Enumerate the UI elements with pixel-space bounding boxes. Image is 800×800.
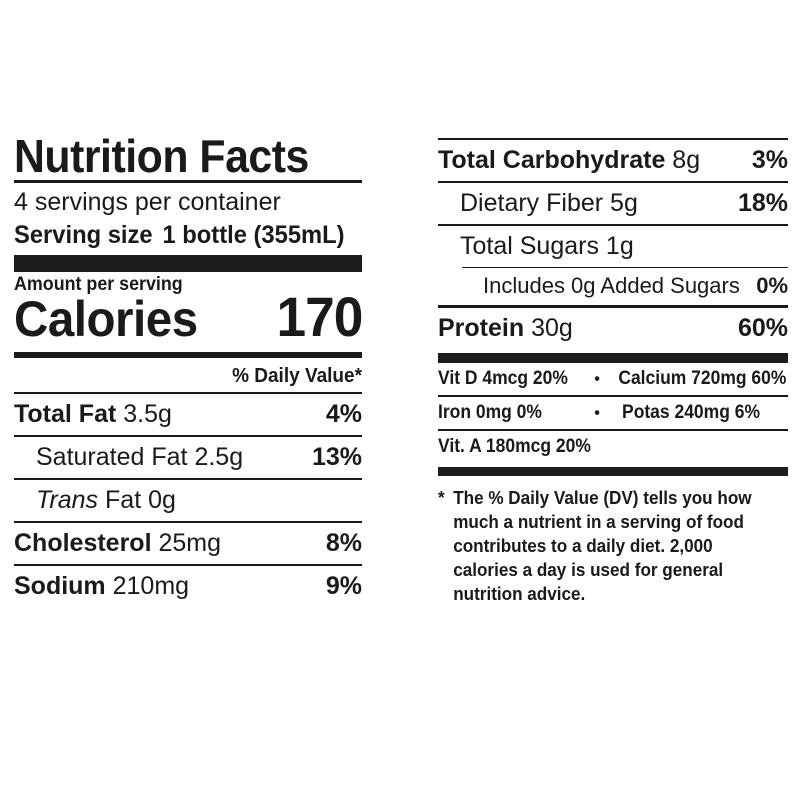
thick-bar-after-serving-size [14,255,362,272]
rule-row [438,224,788,226]
rule-row [438,305,788,308]
nutrient-name: Total Carbohydrate [438,146,666,174]
table-row-iron-potassium: Iron 0mg 0% • Potas 240mg 6% [438,397,760,429]
vitamin-left: Vit. A 180mcg 20% [438,436,591,457]
nutrient-dv: 0% [756,273,788,298]
vitamin-right: Potas 240mg 6% [622,402,760,423]
nutrient-dv: 3% [751,146,788,174]
table-row-total-sugars: Total Sugars 1g [438,226,788,267]
table-row-vitamin-d-calcium: Vit D 4mcg 20% • Calcium 720mg 60% [438,363,786,395]
footnote: * The % Daily Value (DV) tells you how m… [438,476,771,606]
page-title: Nutrition Facts [14,130,309,182]
nutrient-amount: 2.5g [194,443,244,471]
table-row-cholesterol: Cholesterol 25mg 8% [14,523,362,564]
rule-row [14,521,362,523]
footnote-text: The % Daily Value (DV) tells you how muc… [453,488,752,604]
nutrient-rows-left: Total Fat 3.5g 4% Saturated Fat 2.5g 13%… [14,394,362,607]
nutrient-amount: 8g [672,146,701,174]
rule-row [14,564,362,566]
nutrient-name: Protein [438,314,525,342]
nutrient-name: Total Sugars [460,232,599,260]
rule-row [14,478,362,480]
nutrient-dv: 13% [311,443,362,471]
table-row-vitamin-a: Vit. A 180mcg 20% [438,431,760,463]
table-row-saturated-fat: Saturated Fat 2.5g 13% [14,437,362,478]
vitamins-section: Vit D 4mcg 20% • Calcium 720mg 60% Iron … [438,363,788,463]
calories-value: 170 [276,285,363,348]
nutrient-dv: 9% [325,572,362,600]
rule-top-right-column [438,138,788,140]
nutrient-name: Sodium [14,572,106,600]
footnote-asterisk: * [438,488,445,508]
nutrient-name: Saturated Fat [36,443,188,471]
nutrient-amount: 5g [610,189,638,217]
table-row-total-fat: Total Fat 3.5g 4% [14,394,362,435]
bullet-separator-icon: • [594,403,600,422]
nutrient-name: Dietary Fiber [460,189,604,217]
serving-size-label: Serving size [14,221,153,249]
thick-bar-after-protein [438,353,788,363]
nutrition-right-column: Total Carbohydrate 8g 3% Dietary Fiber 5… [438,138,788,606]
rule-under-calories [14,352,362,358]
rule-under-dv-header [14,392,362,394]
nutrient-amount: 30g [531,314,573,342]
nutrient-name: Includes 0g Added Sugars [483,273,740,298]
daily-value-header: % Daily Value* [232,365,362,387]
table-row-total-carbohydrate: Total Carbohydrate 8g 3% [438,140,788,181]
rule-row-inset [462,267,788,268]
thick-bar-before-footnote [438,467,788,476]
amount-per-serving-label: Amount per serving [14,274,183,295]
bullet-separator-icon: • [594,369,600,388]
nutrient-name: Cholesterol [14,529,152,557]
rule-row [438,429,788,431]
nutrient-dv: 4% [325,400,362,428]
nutrient-amount: 1g [605,232,634,260]
vitamin-left: Iron 0mg 0% [438,402,542,423]
nutrient-amount: 25mg [158,529,222,557]
nutrient-amount: 3.5g [123,400,172,428]
nutrition-left-column: Nutrition Facts 4 servings per container… [14,130,363,607]
nutrient-amount: 210mg [112,572,190,600]
serving-size-value: 1 bottle (355mL) [162,221,345,249]
vitamin-right: Calcium 720mg 60% [618,368,787,389]
rule-row [14,435,362,437]
rule-under-title [14,180,362,183]
table-row-trans-fat: Trans Fat 0g [14,480,362,521]
serving-size-row: Serving size 1 bottle (355mL) [14,219,345,255]
rule-row [438,181,788,183]
nutrient-name-suffix: Fat [105,486,142,514]
nutrient-dv: 8% [325,529,362,557]
calories-label: Calories [14,291,198,347]
nutrient-amount: 0g [148,486,176,514]
table-row-added-sugars: Includes 0g Added Sugars 0% [438,268,788,305]
table-row-dietary-fiber: Dietary Fiber 5g 18% [438,183,788,224]
table-row-protein: Protein 30g 60% [438,308,788,349]
table-row-sodium: Sodium 210mg 9% [14,566,362,607]
calories-row: Calories 170 [14,285,363,348]
nutrient-name: Trans [36,486,99,514]
rule-row [438,395,788,397]
vitamin-left: Vit D 4mcg 20% [438,368,568,389]
servings-per-container: 4 servings per container [14,188,281,216]
nutrient-dv: 18% [737,189,788,217]
nutrient-dv: 60% [737,314,788,342]
nutrient-name: Total Fat [14,400,117,428]
